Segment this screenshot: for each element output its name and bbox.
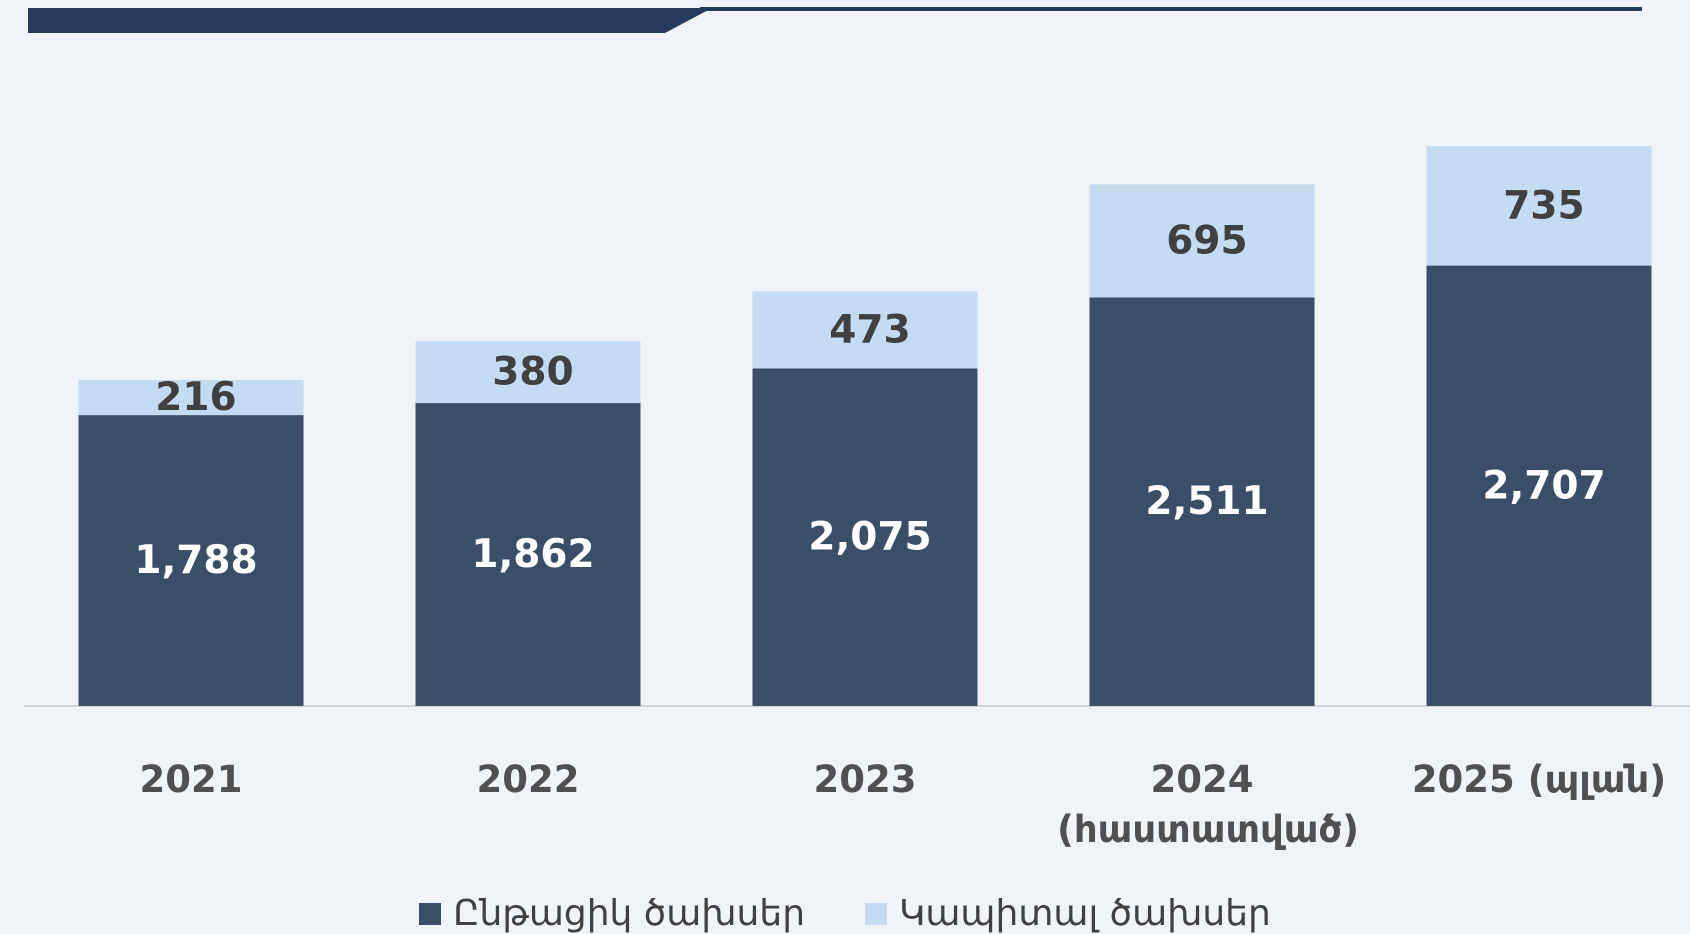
- bar-segment: [78, 379, 304, 416]
- x-tick-label: 2025 (պլան): [1411, 758, 1667, 801]
- value-label: 2,707: [1482, 463, 1605, 508]
- value-label: 1,788: [134, 538, 257, 583]
- value-label: 1,862: [471, 532, 594, 577]
- bar-segment: [1089, 184, 1315, 298]
- legend-swatch: [865, 902, 888, 925]
- x-tick-label: 2023: [813, 758, 917, 801]
- value-label: 2,511: [1145, 479, 1268, 524]
- legend-label: Կապիտալ ծախսեր: [899, 893, 1271, 934]
- legend: Ընթացիկ ծախսեր Կապիտալ ծախսեր: [0, 893, 1690, 934]
- bar-segment: [1426, 146, 1652, 266]
- bar-segment: [415, 341, 641, 404]
- bar-segment: [415, 403, 641, 706]
- x-tick-label: 2022: [476, 758, 580, 801]
- header-bar: [28, 8, 712, 33]
- bar-segment: [752, 368, 978, 706]
- value-label: 473: [829, 307, 910, 352]
- x-tick-label: 2021: [139, 758, 243, 801]
- value-label: 380: [492, 350, 573, 395]
- value-label: 2,075: [808, 515, 931, 560]
- x-tick-label: 2024 (հաստատված): [1057, 758, 1360, 851]
- bar-segment: [78, 415, 304, 706]
- bar-segment: [1089, 297, 1315, 706]
- value-label: 216: [155, 375, 236, 420]
- legend-label: Ընթացիկ ծախսեր: [453, 893, 806, 934]
- value-label: 735: [1503, 183, 1584, 228]
- legend-swatch: [419, 902, 442, 925]
- value-label: 695: [1166, 218, 1247, 263]
- legend-item: Կապիտալ ծախսեր: [865, 893, 1271, 934]
- bar-segment: [1426, 265, 1652, 706]
- legend-item: Ընթացիկ ծախսեր: [419, 893, 805, 934]
- bar-segment: [752, 291, 978, 369]
